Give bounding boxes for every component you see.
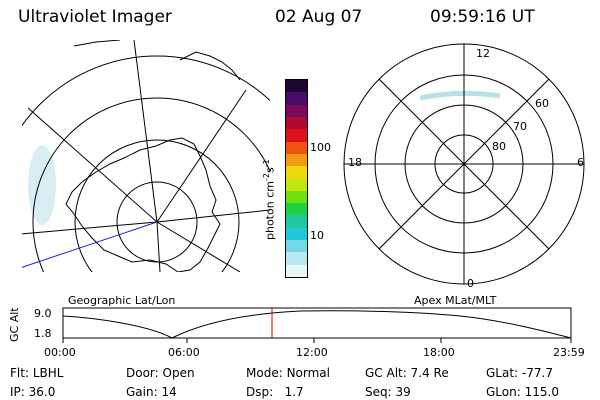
- right-panel-caption: Apex MLat/MLT: [414, 294, 497, 307]
- coastline-fragment: [73, 40, 121, 47]
- time-label: 09:59:16 UT: [430, 7, 535, 27]
- colorbar-segment: [286, 203, 307, 216]
- meridian-line: [156, 89, 247, 223]
- meridian-line: [22, 221, 158, 235]
- colorbar-segment: [286, 116, 307, 130]
- mlt-label-6: 6: [577, 156, 584, 169]
- altitude-ytick: 9.0: [34, 307, 52, 320]
- altitude-xtick: 06:00: [168, 346, 200, 359]
- left-panel-caption: Geographic Lat/Lon: [68, 294, 176, 307]
- altitude-plot-frame: [62, 307, 572, 339]
- altitude-xtick: 00:00: [44, 346, 76, 359]
- altitude-curve: [62, 310, 572, 339]
- lat-circle: [22, 55, 270, 127]
- colorbar-segment: [286, 80, 307, 93]
- colorbar-segment: [286, 264, 307, 277]
- colorbar-tick-label: 10: [310, 229, 324, 242]
- colorbar-segment: [286, 153, 307, 167]
- glon-info: GLon: 115.0: [486, 385, 559, 399]
- altitude-xtick: 23:59: [553, 346, 585, 359]
- gain-info: Gain: 14: [126, 385, 177, 399]
- colorbar-segment: [286, 252, 307, 265]
- orbit-track-line: [22, 221, 158, 268]
- antarctica-coastline: [65, 137, 221, 272]
- meridian-line: [133, 40, 158, 223]
- meridian-line: [156, 209, 270, 223]
- mode-info: Mode: Normal: [246, 366, 330, 380]
- mlat-label-60: 60: [535, 97, 549, 110]
- altitude-xtick: 12:00: [296, 346, 328, 359]
- date-label: 02 Aug 07: [275, 7, 363, 27]
- coastline-fragment: [179, 51, 241, 81]
- meridian-line: [27, 107, 158, 223]
- gcalt-info: GC Alt: 7.4 Re: [365, 366, 449, 380]
- colorbar-segment: [286, 190, 307, 204]
- colorbar-segment: [286, 141, 307, 154]
- seq-info: Seq: 39: [365, 385, 411, 399]
- colorbar-segment: [286, 240, 307, 253]
- altitude-ytick: 1.8: [34, 327, 52, 340]
- mlt-label-18: 18: [348, 156, 362, 169]
- colorbar-segment: [286, 227, 307, 241]
- glat-info: GLat: -77.7: [486, 366, 553, 380]
- filter-info: Flt: LBHL: [10, 366, 64, 380]
- mlat-label-80: 80: [492, 140, 506, 153]
- colorbar-segment: [286, 178, 307, 191]
- colorbar-segment: [286, 129, 307, 142]
- mlt-meridian: [378, 78, 550, 250]
- altitude-xtick: 18:00: [423, 346, 455, 359]
- mlat-label-70: 70: [513, 120, 527, 133]
- ip-info: IP: 36.0: [10, 385, 56, 399]
- colorbar-segment: [286, 104, 307, 117]
- colorbar-segment: [286, 166, 307, 179]
- colorbar: [285, 79, 308, 278]
- lat-circle: [74, 139, 240, 272]
- lat-circle: [32, 97, 270, 272]
- mlt-label-0: 0: [467, 277, 474, 290]
- aurora-patch: [28, 145, 56, 225]
- meridian-line: [156, 221, 161, 272]
- app-title: Ultraviolet Imager: [18, 7, 172, 27]
- colorbar-tick-label: 100: [310, 141, 331, 154]
- colorbar-segment: [286, 92, 307, 105]
- altitude-ylabel: GC Alt: [8, 307, 21, 342]
- aurora-patch: [419, 90, 501, 101]
- meridian-line: [156, 221, 241, 272]
- door-info: Door: Open: [126, 366, 195, 380]
- dsp-info: Dsp: 1.7: [246, 385, 304, 399]
- colorbar-segment: [286, 215, 307, 228]
- mlt-label-12: 12: [476, 47, 490, 60]
